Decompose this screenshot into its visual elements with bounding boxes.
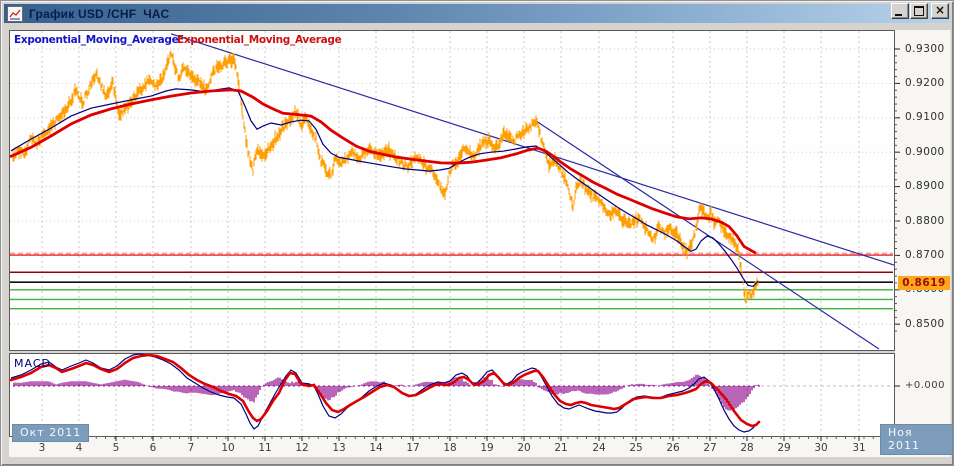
time-axis-label: 13 bbox=[332, 442, 346, 454]
time-axis-label: 4 bbox=[75, 442, 83, 454]
price-axis-label: 0.9100 bbox=[905, 111, 945, 124]
price-axis-label: 0.8900 bbox=[905, 180, 945, 193]
macd-pane[interactable] bbox=[9, 353, 894, 436]
month-label-nov: Ноя 2011 bbox=[880, 424, 953, 455]
time-axis-label: 6 bbox=[149, 442, 157, 454]
price-axis-label: 0.9300 bbox=[905, 42, 945, 55]
time-axis-label: 25 bbox=[629, 442, 643, 454]
time-axis[interactable] bbox=[9, 436, 894, 456]
pane-splitter[interactable] bbox=[9, 350, 894, 354]
window-title: График USD /CHF ЧАС bbox=[29, 6, 170, 21]
maximize-button[interactable] bbox=[910, 3, 928, 19]
time-axis-label: 12 bbox=[295, 442, 309, 454]
time-axis-label: 28 bbox=[740, 442, 754, 454]
time-axis-label: 29 bbox=[777, 442, 791, 454]
close-icon: × bbox=[934, 3, 946, 17]
time-axis-label: 24 bbox=[592, 442, 606, 454]
time-axis-label: 14 bbox=[369, 442, 383, 454]
ema-blue-legend: Exponential_Moving_Average bbox=[14, 34, 179, 46]
time-axis-label: 11 bbox=[258, 442, 272, 454]
time-axis-label: 3 bbox=[38, 442, 46, 454]
price-axis-label: 0.8700 bbox=[905, 248, 945, 261]
price-axis[interactable] bbox=[894, 30, 950, 436]
time-axis-label: 26 bbox=[666, 442, 680, 454]
time-axis-label: 21 bbox=[554, 442, 568, 454]
month-label-oct: Окт 2011 bbox=[12, 424, 90, 442]
minimize-icon bbox=[895, 14, 902, 16]
time-axis-label: 5 bbox=[112, 442, 120, 454]
price-axis-label: 0.9000 bbox=[905, 145, 945, 158]
time-axis-label: 31 bbox=[852, 442, 866, 454]
macd-legend: MACD bbox=[14, 357, 51, 370]
window-titlebar[interactable]: График USD /CHF ЧАС bbox=[4, 4, 950, 23]
minimize-button[interactable] bbox=[891, 3, 909, 19]
macd-zero-label: +0.000 bbox=[905, 380, 946, 391]
close-button[interactable]: × bbox=[931, 3, 949, 19]
price-axis-label: 0.9200 bbox=[905, 76, 945, 89]
time-axis-label: 20 bbox=[517, 442, 531, 454]
time-axis-label: 18 bbox=[443, 442, 457, 454]
time-axis-label: 19 bbox=[480, 442, 494, 454]
chart-icon bbox=[7, 5, 23, 22]
price-pane[interactable] bbox=[9, 30, 894, 350]
price-axis-label: 0.8500 bbox=[905, 317, 945, 330]
time-axis-label: 27 bbox=[703, 442, 717, 454]
time-axis-label: 30 bbox=[814, 442, 828, 454]
maximize-icon bbox=[914, 6, 924, 16]
time-axis-label: 7 bbox=[187, 442, 195, 454]
time-axis-label: 17 bbox=[406, 442, 420, 454]
price-axis-label: 0.8800 bbox=[905, 214, 945, 227]
time-axis-label: 10 bbox=[221, 442, 235, 454]
ema-red-legend: Exponential_Moving_Average bbox=[177, 34, 342, 46]
current-price-badge: 0.8619 bbox=[898, 276, 950, 291]
